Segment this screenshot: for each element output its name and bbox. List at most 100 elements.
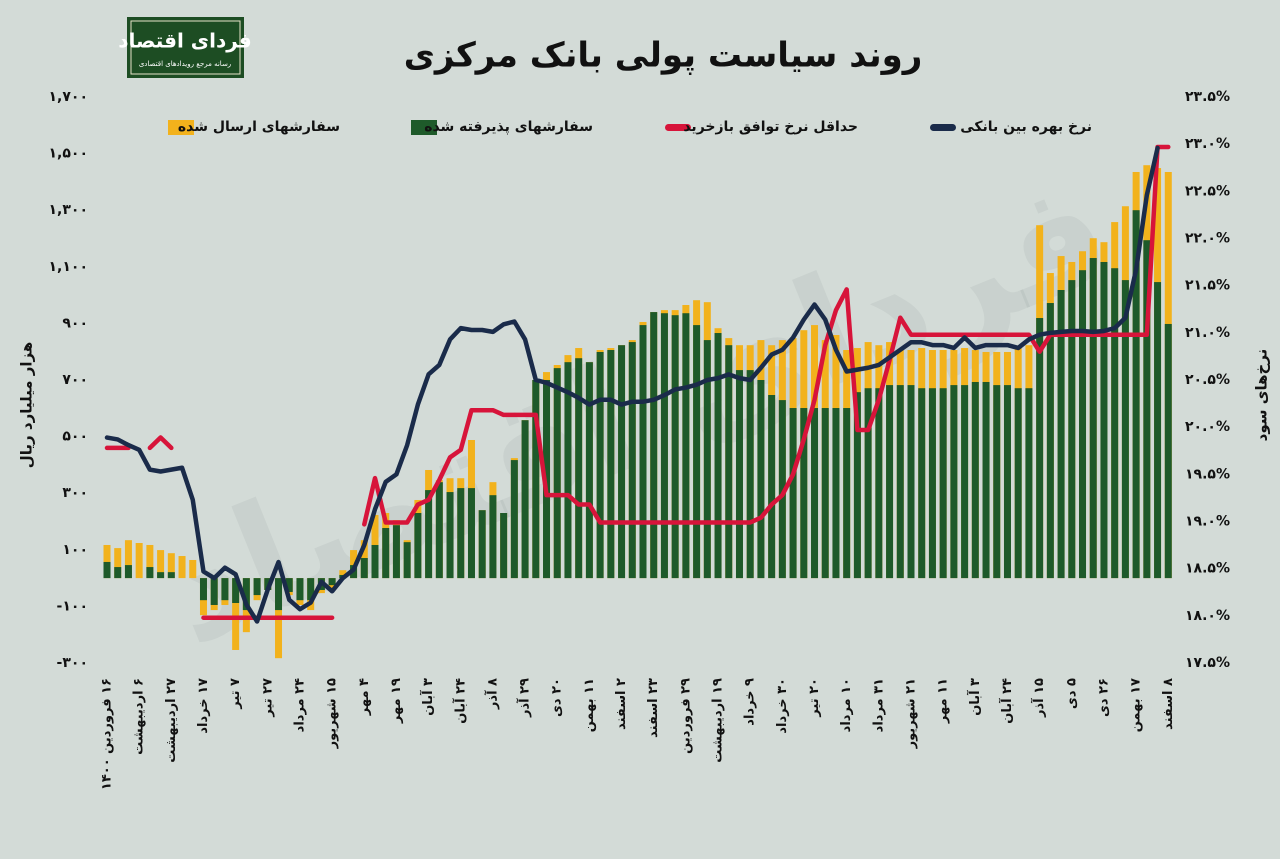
y2-tick-label: ۲۲.۰% bbox=[1185, 231, 1230, 247]
bar bbox=[371, 544, 379, 579]
bar bbox=[585, 362, 593, 579]
bar bbox=[961, 385, 969, 579]
bar bbox=[1089, 258, 1097, 579]
x-tick-label: ۲۴ مرداد bbox=[292, 678, 307, 732]
bar bbox=[103, 544, 111, 579]
bar bbox=[1025, 388, 1033, 579]
x-tick-label: ۸ اسفند bbox=[1161, 678, 1176, 730]
y-tick-label: -۳۰۰ bbox=[57, 655, 88, 671]
bar bbox=[682, 313, 690, 579]
legend-label: حداقل نرخ توافق بازخرید bbox=[683, 119, 858, 135]
bar bbox=[671, 315, 679, 579]
bar bbox=[757, 380, 765, 579]
bar bbox=[210, 578, 218, 605]
bar bbox=[993, 385, 1001, 579]
bar bbox=[939, 388, 947, 579]
bar bbox=[928, 388, 936, 579]
legend-swatch bbox=[411, 120, 437, 135]
bar bbox=[275, 578, 283, 611]
y-tick-label: ۵۰۰ bbox=[62, 429, 88, 445]
x-tick-label: ۱۱ بهمن bbox=[582, 678, 597, 732]
bar bbox=[639, 325, 647, 579]
bar bbox=[296, 578, 304, 601]
bar bbox=[403, 542, 411, 579]
x-tick-label: ۹ خرداد bbox=[743, 678, 758, 726]
bar bbox=[146, 544, 154, 579]
bar bbox=[821, 408, 829, 579]
bar bbox=[832, 408, 840, 579]
legend-swatch bbox=[665, 124, 691, 131]
legend-swatch bbox=[168, 120, 194, 135]
bar bbox=[135, 543, 143, 579]
x-tick-label: ۲۱ شهریور bbox=[904, 678, 919, 749]
bar bbox=[864, 388, 872, 579]
bar bbox=[768, 394, 776, 579]
y-tick-label: ۹۰۰ bbox=[62, 315, 88, 331]
x-tick-label: ۲۴ آبان bbox=[451, 678, 468, 724]
x-tick-label: ۱۶ فروردین ۱۴۰۰ bbox=[100, 678, 115, 790]
y2-tick-label: ۱۹.۵% bbox=[1185, 466, 1230, 482]
bar bbox=[532, 380, 540, 579]
x-tick-label: ۲۹ فروردین bbox=[678, 678, 693, 754]
bar bbox=[618, 345, 626, 579]
bar bbox=[414, 513, 422, 579]
x-tick-label: ۲۴ آبان bbox=[998, 678, 1015, 724]
bar bbox=[157, 572, 165, 579]
bar bbox=[1057, 290, 1065, 579]
x-tick-label: ۱۷ بهمن bbox=[1129, 678, 1144, 732]
bar bbox=[446, 492, 454, 579]
legend-label: سفارشهای پذیرفته شده bbox=[424, 119, 593, 135]
y-tick-label: ۱,۱۰۰ bbox=[49, 259, 89, 275]
x-tick-label: ۲۷ اردیبهشت bbox=[164, 678, 179, 763]
bar bbox=[467, 488, 475, 579]
bar bbox=[489, 495, 497, 579]
bar bbox=[285, 578, 293, 592]
bar bbox=[510, 460, 518, 579]
y2-tick-label: ۲۰.۵% bbox=[1185, 372, 1230, 388]
bar bbox=[575, 358, 583, 579]
bar bbox=[221, 578, 229, 601]
x-tick-label: ۷ تیر bbox=[228, 678, 243, 710]
x-tick-label: ۲۹ آذر bbox=[516, 678, 533, 718]
bar bbox=[853, 392, 861, 579]
bar bbox=[478, 510, 486, 579]
bar bbox=[896, 385, 904, 579]
bar bbox=[1143, 240, 1151, 579]
y2-tick-label: ۲۳.۵% bbox=[1185, 89, 1230, 105]
bar bbox=[307, 578, 315, 601]
bar bbox=[1132, 210, 1140, 579]
bar bbox=[1036, 318, 1044, 579]
bar bbox=[811, 408, 819, 579]
y-tick-label: -۱۰۰ bbox=[57, 598, 88, 614]
x-tick-label: ۸ آذر bbox=[483, 678, 500, 710]
y-tick-label: ۱,۷۰۰ bbox=[49, 89, 89, 105]
y-tick-label: ۱,۵۰۰ bbox=[49, 146, 89, 162]
y2-tick-label: ۱۹.۰% bbox=[1185, 514, 1230, 530]
bar bbox=[103, 561, 111, 579]
y2-tick-label: ۱۸.۵% bbox=[1185, 561, 1230, 577]
x-tick-label: ۳ آبان bbox=[419, 678, 436, 716]
bar bbox=[328, 578, 336, 586]
x-tick-label: ۲۳ اسفند bbox=[646, 678, 661, 738]
x-tick-label: ۲۰ تیر bbox=[807, 678, 822, 718]
y2-tick-label: ۲۱.۵% bbox=[1185, 278, 1230, 294]
bar bbox=[746, 370, 754, 579]
bar bbox=[114, 548, 122, 579]
y-tick-label: ۱,۳۰۰ bbox=[49, 202, 89, 218]
x-tick-label: ۴ مهر bbox=[357, 678, 372, 716]
bar bbox=[725, 345, 733, 579]
bar bbox=[982, 381, 990, 579]
bar bbox=[232, 578, 240, 650]
bar bbox=[339, 570, 347, 579]
logo-box bbox=[127, 17, 244, 78]
bar bbox=[607, 350, 615, 579]
bar bbox=[392, 525, 400, 579]
bar bbox=[199, 578, 207, 601]
x-tick-label: ۱۹ اردیبهشت bbox=[711, 678, 726, 763]
y-tick-label: ۷۰۰ bbox=[62, 372, 88, 388]
bar bbox=[650, 312, 658, 579]
bar bbox=[1003, 385, 1011, 579]
bar bbox=[907, 385, 915, 579]
x-tick-label: ۳ آبان bbox=[966, 678, 983, 716]
